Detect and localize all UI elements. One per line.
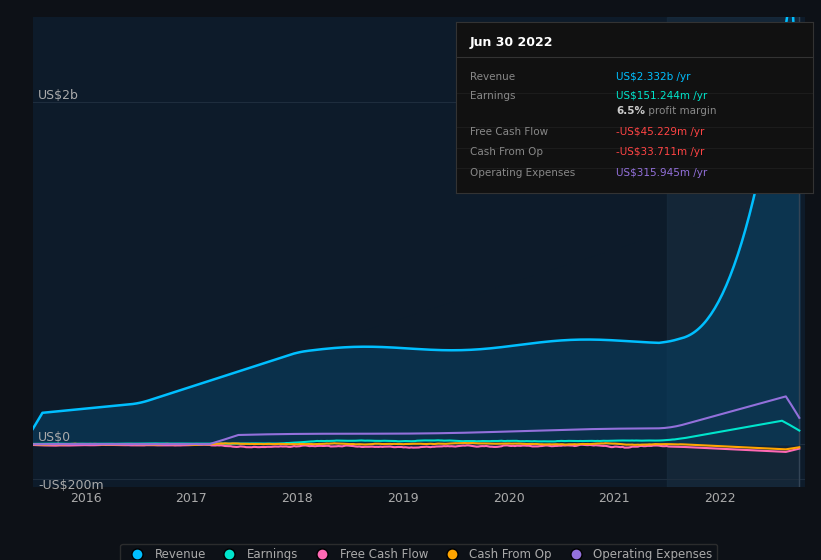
Text: US$2b: US$2b	[38, 90, 79, 102]
Text: -US$33.711m /yr: -US$33.711m /yr	[617, 147, 704, 157]
Text: Revenue: Revenue	[470, 72, 515, 82]
Text: Cash From Op: Cash From Op	[470, 147, 543, 157]
Text: US$151.244m /yr: US$151.244m /yr	[617, 91, 708, 101]
Text: US$0: US$0	[38, 431, 71, 445]
Text: -US$200m: -US$200m	[38, 479, 103, 492]
Text: US$315.945m /yr: US$315.945m /yr	[617, 167, 708, 178]
Text: 6.5%: 6.5%	[617, 106, 645, 116]
Text: US$2.332b /yr: US$2.332b /yr	[617, 72, 690, 82]
Bar	[667, 17, 800, 487]
Text: Jun 30 2022: Jun 30 2022	[470, 36, 553, 49]
Text: profit margin: profit margin	[645, 106, 717, 116]
Text: -US$45.229m /yr: -US$45.229m /yr	[617, 127, 704, 137]
Text: Operating Expenses: Operating Expenses	[470, 167, 576, 178]
Text: Free Cash Flow: Free Cash Flow	[470, 127, 548, 137]
Text: Earnings: Earnings	[470, 91, 516, 101]
Legend: Revenue, Earnings, Free Cash Flow, Cash From Op, Operating Expenses: Revenue, Earnings, Free Cash Flow, Cash …	[120, 544, 718, 560]
